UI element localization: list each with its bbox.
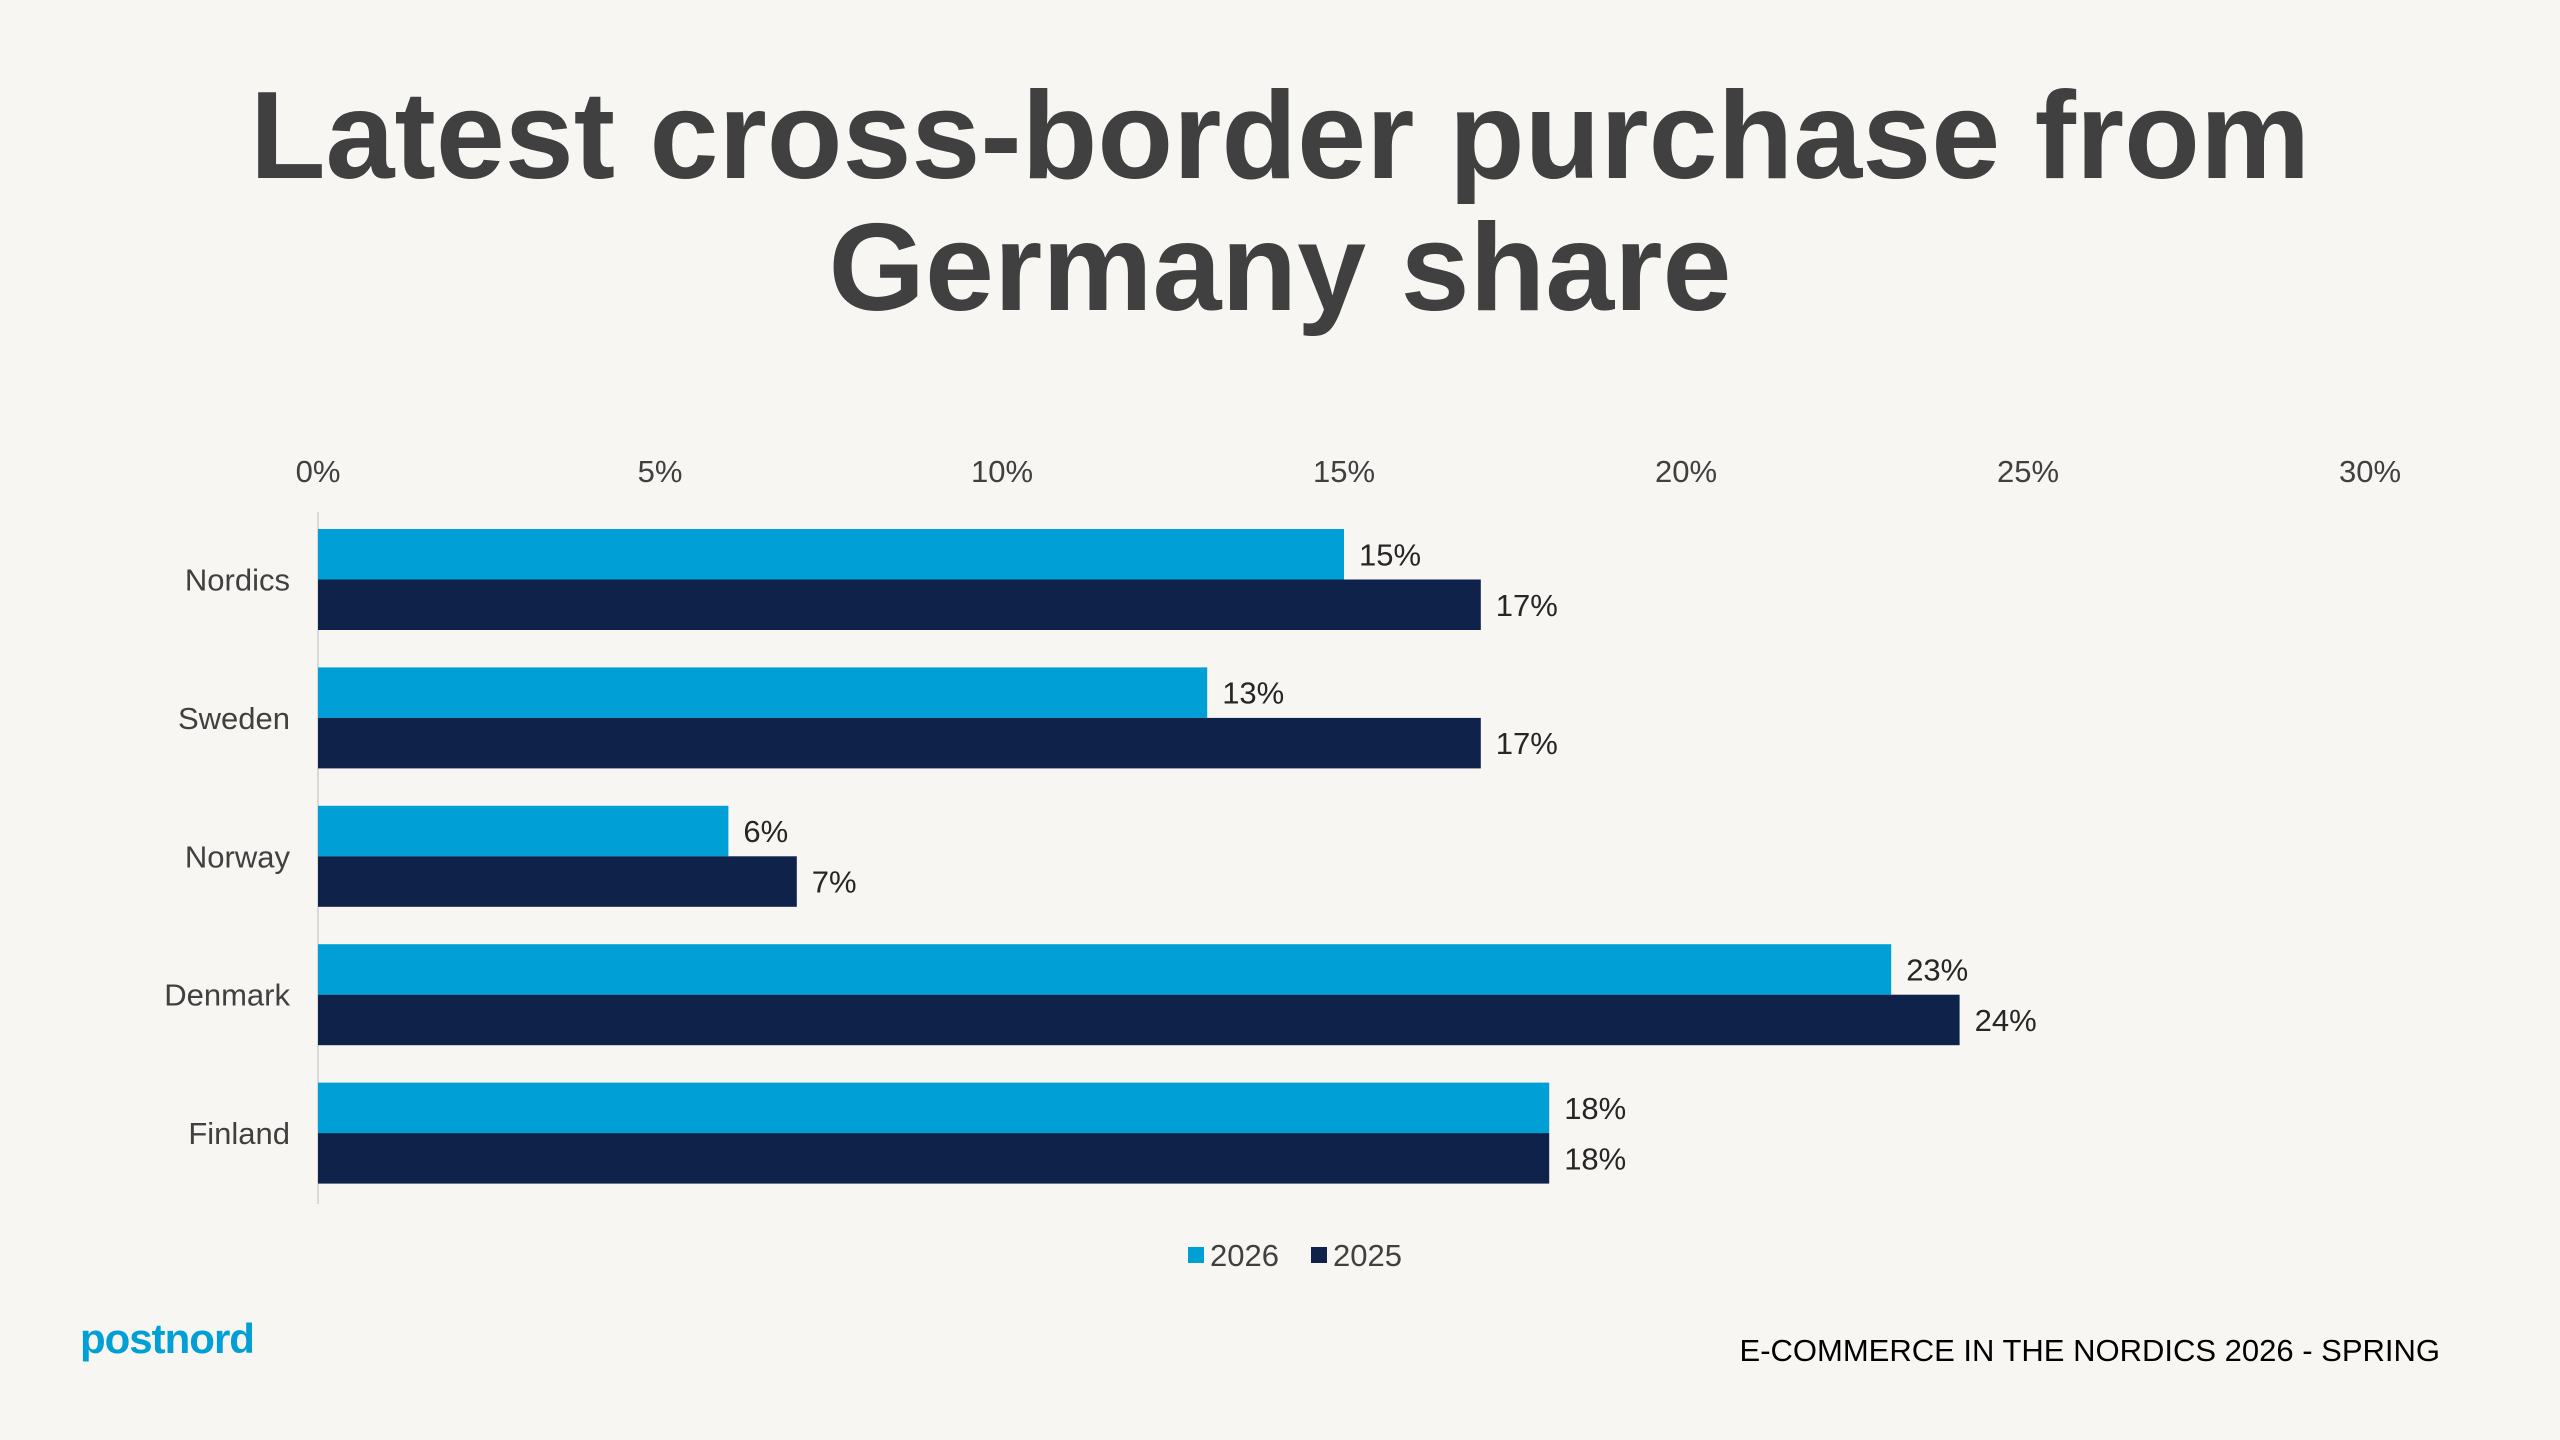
data-label: 23% — [1906, 952, 1968, 987]
legend-swatch-2026 — [1188, 1247, 1204, 1263]
x-tick-label: 25% — [1997, 454, 2059, 489]
category-label: Nordics — [185, 563, 290, 598]
legend-label: 2026 — [1210, 1238, 1279, 1273]
data-label: 13% — [1222, 676, 1284, 711]
bar-2026 — [318, 944, 1892, 995]
category-label: Denmark — [164, 978, 290, 1013]
x-tick-label: 30% — [2339, 454, 2401, 489]
category-label: Norway — [185, 839, 291, 874]
data-label: 17% — [1496, 588, 1558, 623]
postnord-logo: postnord — [80, 1315, 255, 1362]
x-tick-label: 10% — [971, 454, 1033, 489]
category-label: Finland — [188, 1116, 290, 1151]
bar-2026 — [318, 667, 1208, 718]
bar-2025 — [318, 579, 1481, 630]
x-tick-label: 15% — [1313, 454, 1375, 489]
bar-2026 — [318, 529, 1344, 580]
category-label: Sweden — [178, 701, 290, 736]
legend-label: 2025 — [1333, 1238, 1402, 1273]
chart-title-line-1: Latest cross-border purchase from — [249, 67, 2311, 205]
chart-title-line-2: Germany share — [828, 199, 1732, 337]
data-label: 7% — [812, 865, 857, 900]
data-label: 17% — [1496, 726, 1558, 761]
bar-2026 — [318, 805, 729, 857]
data-label: 15% — [1359, 537, 1421, 572]
bar-2025 — [318, 994, 1960, 1046]
x-tick-label: 20% — [1655, 454, 1717, 489]
bar-2025 — [318, 717, 1481, 769]
bar-2025 — [318, 1133, 1550, 1184]
data-label: 24% — [1975, 1003, 2037, 1038]
chart-title: Latest cross-border purchase from German… — [0, 70, 2560, 334]
x-tick-label: 5% — [638, 454, 683, 489]
footer-text: E-COMMERCE IN THE NORDICS 2026 - SPRING — [1739, 1333, 2440, 1368]
data-label: 18% — [1564, 1091, 1626, 1126]
data-label: 6% — [743, 814, 788, 849]
bar-2026 — [318, 1082, 1550, 1134]
data-label: 18% — [1564, 1141, 1626, 1176]
bar-2025 — [318, 856, 797, 907]
x-tick-label: 0% — [296, 454, 341, 489]
legend-swatch-2025 — [1311, 1247, 1327, 1263]
